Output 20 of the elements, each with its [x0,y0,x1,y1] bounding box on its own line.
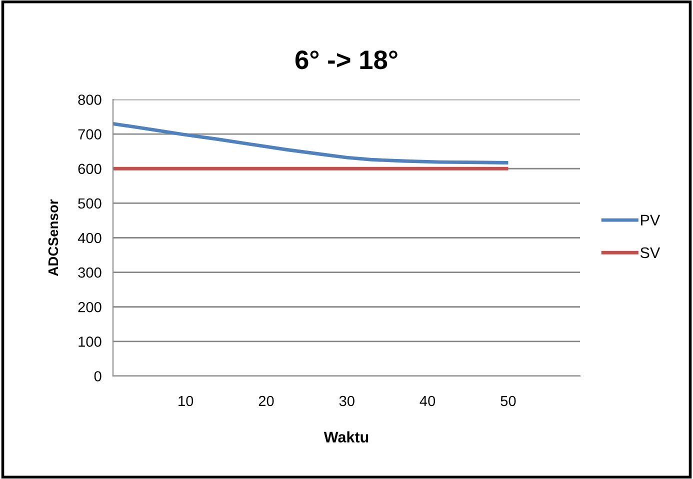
y-tick-label: 0 [94,371,102,382]
y-tick-label: 200 [78,302,102,312]
y-tick-label: 600 [78,164,102,174]
chart-title: 6° -> 18° [295,50,398,70]
y-tick-label: 400 [78,232,102,244]
x-tick-label: 30 [339,396,354,406]
y-tick-label: 500 [78,198,102,209]
y-tick-label: 700 [78,129,102,140]
x-axis-title: Waktu [324,431,368,442]
y-tick-label: 100 [78,336,102,347]
legend-label: PV [641,214,660,226]
y-tick-label: 800 [78,94,102,105]
line-series [113,122,510,164]
x-tick-label: 10 [178,396,194,406]
x-tick-label: 40 [420,396,436,406]
y-axis-title: ADCSensor [48,199,58,276]
x-tick-label: 50 [500,396,516,406]
x-tick-label: 20 [258,396,274,406]
legend-label: SV [640,247,660,258]
y-tick-label: 300 [78,267,102,278]
